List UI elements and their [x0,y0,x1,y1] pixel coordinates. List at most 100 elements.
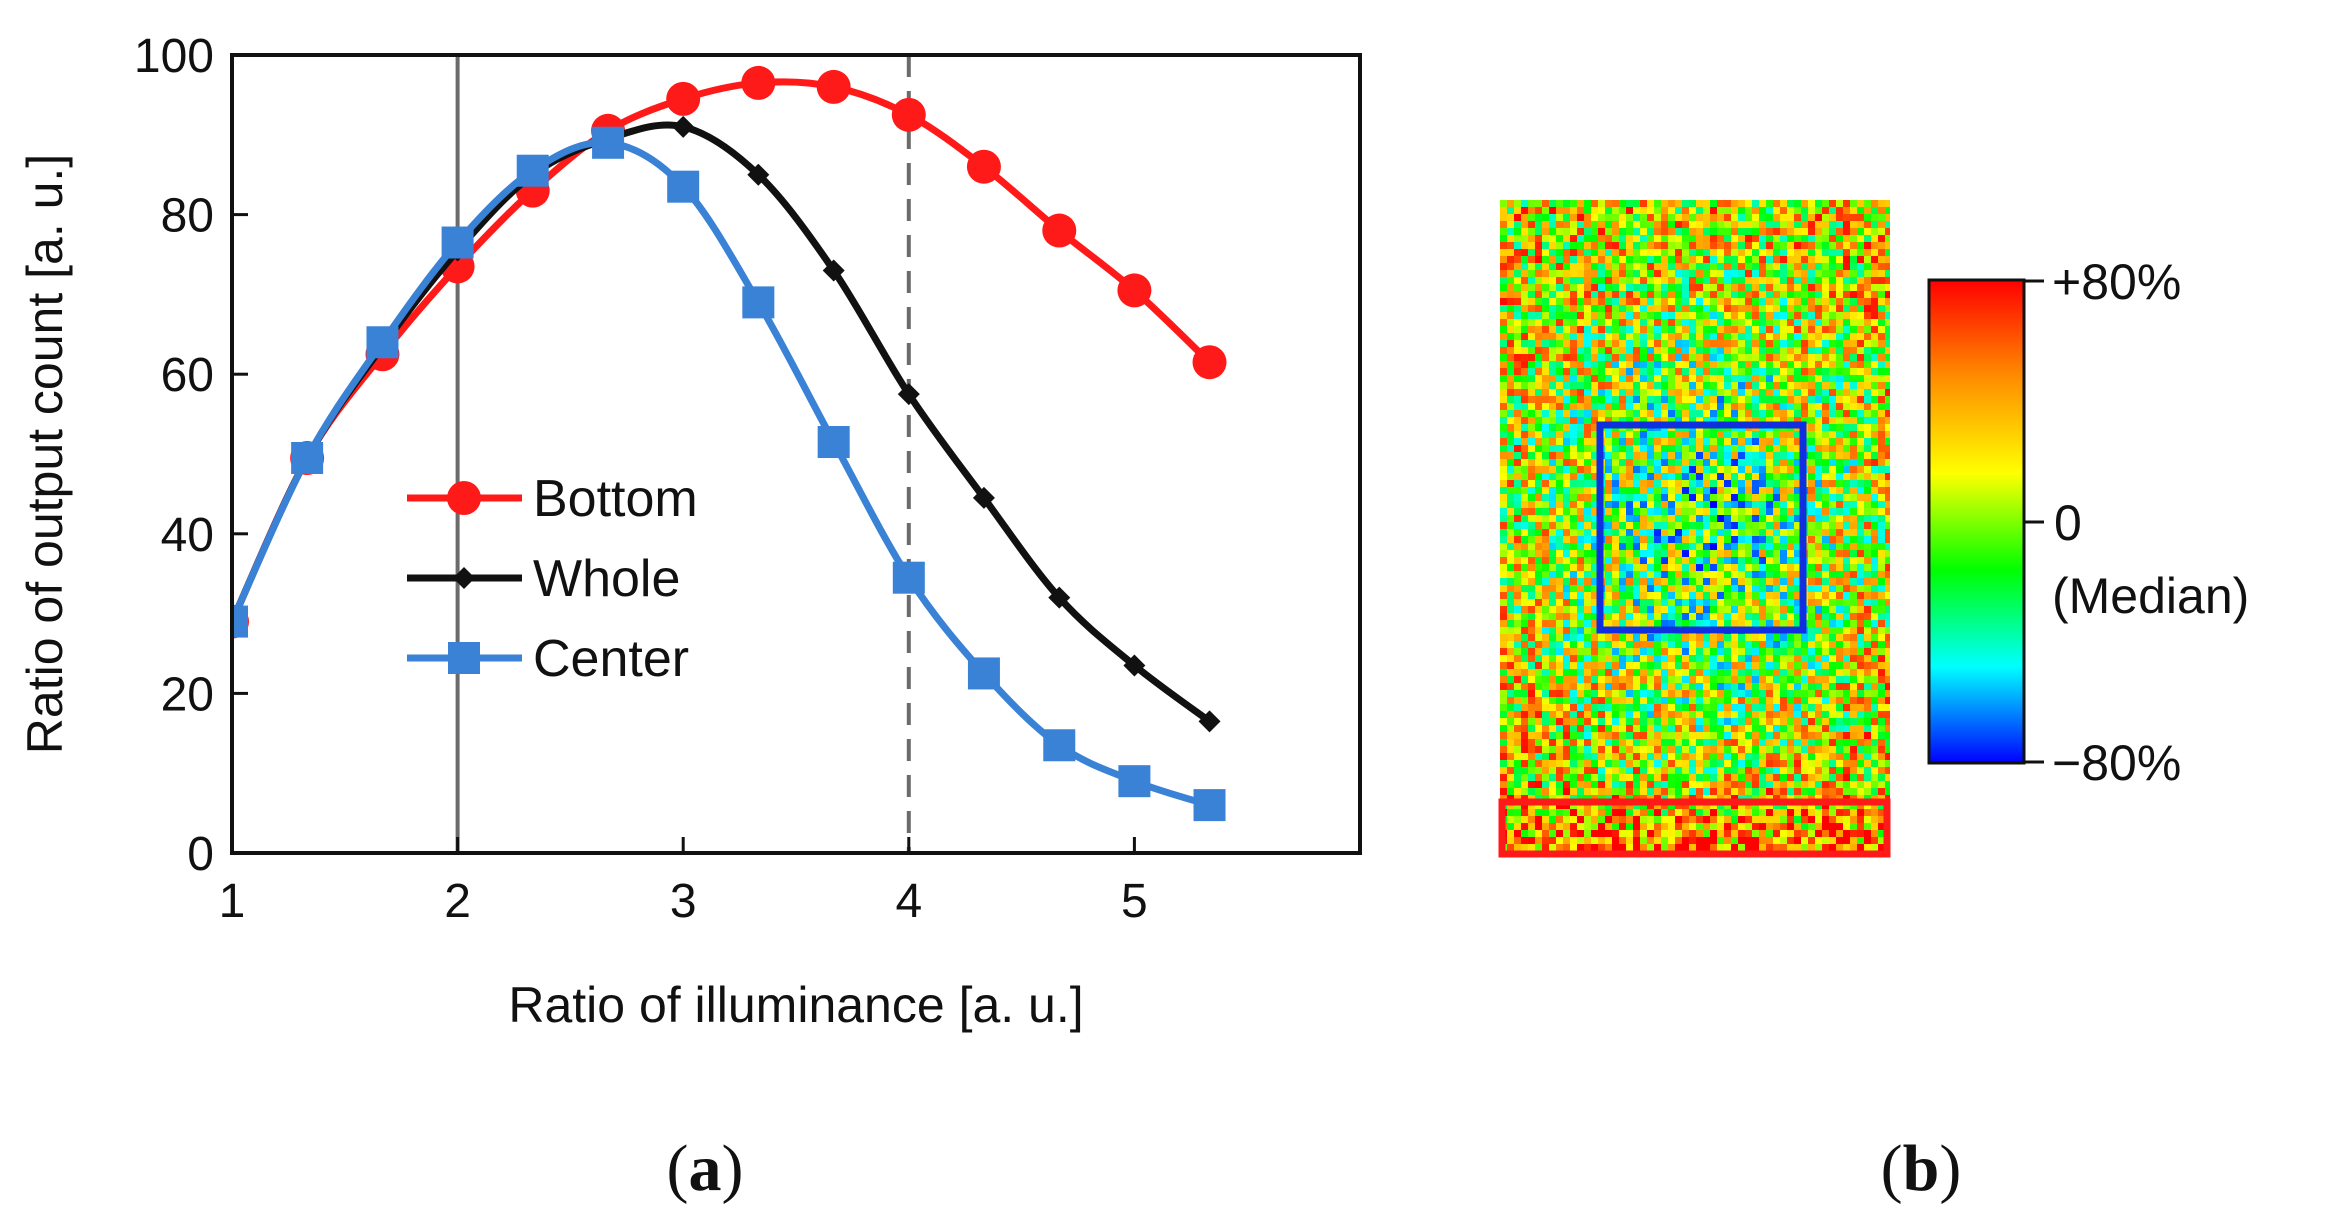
heatmap-cell [1563,494,1570,501]
heatmap-cell [1822,417,1829,424]
heatmap-cell [1710,508,1717,515]
heatmap-cell [1528,620,1535,627]
heatmap-cell [1542,536,1549,543]
heatmap-cell [1780,711,1787,718]
heatmap-cell [1626,571,1633,578]
heatmap-cell [1759,662,1766,669]
heatmap-cell [1521,606,1528,613]
heatmap-cell [1787,683,1794,690]
heatmap-cell [1514,452,1521,459]
heatmap-cell [1584,641,1591,648]
heatmap-cell [1815,522,1822,529]
heatmap-cell [1822,599,1829,606]
heatmap-cell [1577,200,1584,207]
heatmap-cell [1829,781,1836,788]
heatmap-cell [1773,459,1780,466]
heatmap-cell [1794,494,1801,501]
heatmap-cell [1633,634,1640,641]
heatmap-cell [1731,389,1738,396]
heatmap-cell [1885,536,1890,543]
heatmap-cell [1528,634,1535,641]
heatmap-cell [1661,277,1668,284]
heatmap-cell [1843,641,1850,648]
heatmap-cell [1626,438,1633,445]
heatmap-cell [1745,326,1752,333]
heatmap-cell [1619,599,1626,606]
heatmap-cell [1514,501,1521,508]
heatmap-cell [1619,214,1626,221]
heatmap-cell [1745,501,1752,508]
heatmap-cell [1731,312,1738,319]
heatmap-cell [1745,620,1752,627]
heatmap-cell [1556,515,1563,522]
heatmap-cell [1563,599,1570,606]
heatmap-cell [1563,438,1570,445]
heatmap-cell [1521,648,1528,655]
heatmap-cell [1871,788,1878,795]
heatmap-cell [1787,382,1794,389]
heatmap-cell [1864,354,1871,361]
heatmap-cell [1500,249,1507,256]
heatmap-cell [1822,256,1829,263]
heatmap-cell [1794,620,1801,627]
heatmap-cell [1808,403,1815,410]
heatmap-cell [1668,333,1675,340]
heatmap-cell [1619,767,1626,774]
heatmap-cell [1759,452,1766,459]
heatmap-cell [1836,200,1843,207]
heatmap-cell [1598,200,1605,207]
heatmap-cell [1794,704,1801,711]
heatmap-cell [1850,725,1857,732]
heatmap-cell [1507,781,1514,788]
heatmap-cell [1710,515,1717,522]
heatmap-cell [1661,459,1668,466]
heatmap-cell [1836,781,1843,788]
heatmap-cell [1556,767,1563,774]
heatmap-cell [1542,732,1549,739]
heatmap-cell [1759,333,1766,340]
heatmap-cell [1633,613,1640,620]
heatmap-cell [1766,606,1773,613]
heatmap-cell [1556,648,1563,655]
heatmap-cell [1752,326,1759,333]
heatmap-cell [1556,361,1563,368]
heatmap-cell [1780,305,1787,312]
heatmap-cell [1521,298,1528,305]
heatmap-cell [1731,473,1738,480]
heatmap-cell [1535,410,1542,417]
heatmap-cell [1696,578,1703,585]
heatmap-cell [1689,340,1696,347]
heatmap-cell [1822,389,1829,396]
heatmap-cell [1717,242,1724,249]
heatmap-cell [1577,473,1584,480]
heatmap-cell [1626,788,1633,795]
heatmap-cell [1864,781,1871,788]
heatmap-cell [1822,718,1829,725]
heatmap-cell [1507,375,1514,382]
heatmap-cell [1535,648,1542,655]
heatmap-cell [1689,571,1696,578]
heatmap-cell [1514,515,1521,522]
heatmap-cell [1780,536,1787,543]
heatmap-cell [1766,648,1773,655]
heatmap-cell [1752,760,1759,767]
heatmap-cell [1633,599,1640,606]
heatmap-cell [1815,403,1822,410]
heatmap-cell [1661,578,1668,585]
heatmap-cell [1563,718,1570,725]
heatmap-cell [1514,333,1521,340]
heatmap-cell [1584,256,1591,263]
heatmap-cell [1675,543,1682,550]
heatmap-cell [1738,571,1745,578]
heatmap-cell [1584,445,1591,452]
heatmap-cell [1647,662,1654,669]
heatmap-cell [1521,809,1528,816]
heatmap-cell [1528,270,1535,277]
heatmap-cell [1766,305,1773,312]
heatmap-cell [1703,249,1710,256]
heatmap-cell [1787,452,1794,459]
heatmap-cell [1780,466,1787,473]
heatmap-cell [1738,214,1745,221]
heatmap-cell [1549,403,1556,410]
heatmap-cell [1773,515,1780,522]
